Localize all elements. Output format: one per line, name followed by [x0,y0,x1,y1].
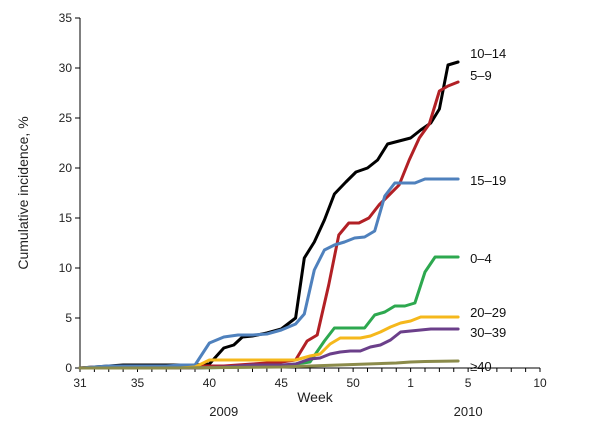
y-tick-label: 10 [59,261,73,275]
y-tick-label: 20 [59,161,73,175]
series-line-2 [78,80,460,370]
x-tick-label: 10 [533,376,547,390]
series-labels: 10–14 5–9 15–19 0–4 20–29 30–39 ≥40 [470,46,506,374]
x-tick-label: 31 [73,376,87,390]
series-label-1: 10–14 [470,46,506,61]
y-tick-label: 15 [59,211,73,225]
series-label-2: 5–9 [470,68,492,83]
series-lines [78,60,460,370]
x-tick-label: 40 [203,376,217,390]
x-tick-label: 50 [346,376,360,390]
series-line-4 [78,255,460,370]
series-label-7: ≥40 [470,359,492,374]
y-tick-label: 5 [65,311,72,325]
x-axis-title: Week [297,389,334,405]
series-label-3: 15–19 [470,173,506,188]
year-label: 2010 [454,404,483,419]
x-ticks: 31 35 40 45 50 1 5 10 [73,368,547,390]
y-tick-label: 0 [65,361,72,375]
series-line-7 [78,359,460,370]
series-label-6: 30–39 [470,325,506,340]
y-ticks: 0 5 10 15 20 25 30 35 [59,11,80,375]
x-tick-label: 1 [407,376,414,390]
series-line-3 [78,177,460,370]
y-tick-label: 35 [59,11,73,25]
year-labels: 2009 2010 [209,404,482,419]
x-tick-label: 35 [131,376,145,390]
x-tick-label: 5 [465,376,472,390]
x-tick-label: 45 [275,376,289,390]
y-tick-label: 30 [59,61,73,75]
y-axis-title: Cumulative incidence, % [15,116,31,269]
series-label-5: 20–29 [470,305,506,320]
year-label: 2009 [209,404,238,419]
series-line-5 [78,315,460,370]
series-label-4: 0–4 [470,251,492,266]
y-tick-label: 25 [59,111,73,125]
